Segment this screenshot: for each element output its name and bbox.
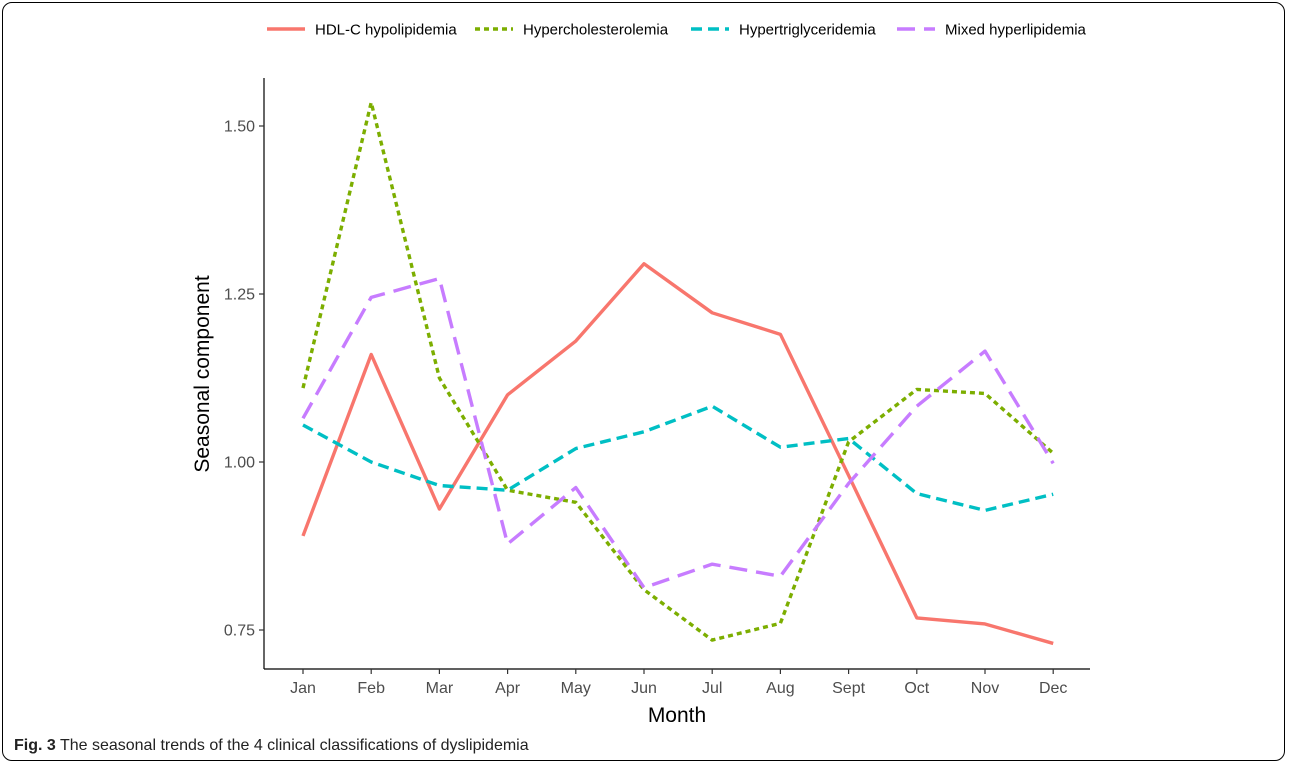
legend-label-3: Hypertriglyceridemia <box>739 22 876 39</box>
y-tick-label: 1.00 <box>224 455 255 472</box>
x-tick-label: Apr <box>495 680 521 697</box>
figure-caption: Fig. 3 The seasonal trends of the 4 clin… <box>14 737 529 755</box>
x-tick-label: Jul <box>702 680 722 697</box>
y-tick-label: 0.75 <box>224 623 255 640</box>
legend-label-4: Mixed hyperlipidemia <box>945 22 1087 39</box>
series-line-4 <box>301 276 1055 590</box>
x-tick-label: Nov <box>971 680 999 697</box>
x-tick-label: Feb <box>357 680 385 697</box>
axes: 0.75 1.00 1.25 1.50 Jan Feb Mar Apr May Jun Jul Aug… <box>224 78 1090 697</box>
series-line-1 <box>301 262 1054 646</box>
x-tick-label: Jan <box>290 680 316 697</box>
x-tick-label: Dec <box>1039 680 1067 697</box>
series-lines <box>301 100 1055 646</box>
y-tick-label: 1.50 <box>224 119 255 136</box>
x-axis-title: Month <box>648 704 706 727</box>
y-tick-label: 1.25 <box>224 287 255 304</box>
y-axis-title: Seasonal component <box>191 275 214 472</box>
caption-text: The seasonal trends of the 4 clinical cl… <box>59 737 529 754</box>
legend-label-1: HDL-C hypolipidemia <box>315 22 457 39</box>
x-tick-label: Mar <box>426 680 454 697</box>
x-tick-label: May <box>561 680 591 697</box>
x-tick-label: Oct <box>904 680 929 697</box>
legend: HDL-C hypolipidemia Hypercholesterolemia H… <box>267 22 1087 39</box>
series-line-3 <box>302 404 1054 513</box>
x-tick-label: Aug <box>766 680 794 697</box>
series-line-2 <box>301 100 1055 642</box>
x-tick-label: Sept <box>832 680 865 697</box>
caption-label: Fig. 3 <box>14 737 56 754</box>
legend-label-2: Hypercholesterolemia <box>523 22 669 39</box>
x-tick-label: Jun <box>631 680 657 697</box>
